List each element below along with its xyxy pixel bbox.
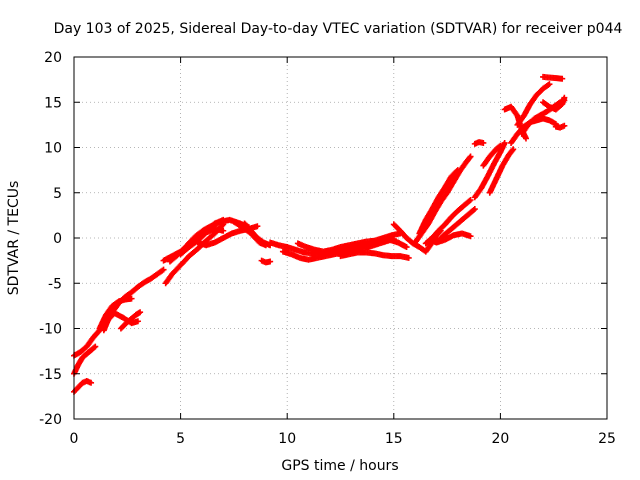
data-point: [128, 295, 135, 302]
series-arc-04: [96, 295, 135, 332]
series-arc-24: [427, 230, 474, 246]
y-tick-label: 5: [53, 186, 62, 202]
data-point: [471, 206, 478, 213]
x-tick-label: 15: [385, 431, 403, 447]
series-arc-17: [294, 230, 404, 255]
series-arc-06: [117, 309, 144, 332]
data-point: [91, 344, 98, 351]
series-arc-03: [71, 377, 95, 395]
data-point: [454, 167, 461, 174]
series-arc-30: [514, 81, 553, 128]
data-point: [220, 227, 227, 234]
data-point: [522, 135, 529, 142]
data-point: [480, 139, 487, 146]
y-tick-label: 10: [44, 141, 62, 157]
y-tick-label: 20: [44, 50, 62, 66]
data-point: [160, 266, 167, 273]
x-tick-label: 0: [70, 431, 79, 447]
series-arc-32: [518, 97, 568, 137]
series-arc-35: [552, 122, 568, 131]
series-arc-05: [100, 310, 141, 334]
series-arc-34: [540, 73, 566, 82]
data-point: [546, 81, 553, 88]
x-axis-label: GPS time / hours: [281, 458, 398, 474]
series-arc-27: [471, 139, 487, 147]
series-arc-22: [422, 196, 474, 247]
data-point: [497, 142, 504, 149]
series-arc-33: [540, 94, 568, 113]
data-point: [509, 147, 516, 154]
data-point: [453, 168, 460, 175]
data-point: [405, 254, 412, 261]
x-tick-label: 20: [491, 431, 509, 447]
series-arc-26: [486, 146, 517, 196]
series-arc-10: [160, 216, 227, 264]
data-point: [92, 343, 99, 350]
data-point: [510, 146, 517, 153]
y-tick-label: -15: [39, 367, 62, 383]
x-tick-label: 10: [278, 431, 296, 447]
series-arc-19: [390, 221, 444, 255]
data-point: [561, 94, 568, 101]
data-point: [134, 318, 141, 325]
y-tick-label: 15: [44, 95, 62, 111]
data-point: [88, 379, 95, 386]
x-tick-label: 5: [176, 431, 185, 447]
y-tick-label: -5: [48, 276, 62, 292]
series-arc-25: [471, 139, 508, 201]
series-arc-14: [258, 257, 274, 266]
data-point: [470, 206, 477, 213]
series-arc-18: [337, 249, 412, 261]
x-tick-label: 25: [598, 431, 616, 447]
data-point: [467, 153, 474, 160]
data-point: [467, 196, 474, 203]
data-point: [220, 216, 227, 223]
data-point: [467, 233, 474, 240]
data-point: [137, 309, 144, 316]
data-point: [403, 244, 410, 251]
series-arc-13: [241, 220, 274, 249]
y-axis-label: SDTVAR / TECUs: [6, 181, 22, 296]
y-tick-label: -10: [39, 322, 62, 338]
data-point: [466, 197, 473, 204]
data-point: [254, 223, 261, 230]
series-arc-16: [279, 235, 397, 263]
data-points: [71, 73, 568, 395]
data-point: [466, 154, 473, 161]
data-point: [501, 139, 508, 146]
y-tick-label: -20: [39, 412, 62, 428]
data-point: [267, 258, 274, 265]
series-arc-28: [480, 142, 504, 169]
chart-title: Day 103 of 2025, Sidereal Day-to-day VTE…: [54, 21, 623, 37]
data-point: [559, 75, 566, 82]
series-arc-21: [416, 167, 461, 237]
series-arc-23: [433, 206, 478, 246]
axis-ticks: 0 5 10 15 20 25 -20 -15 -10 -5 0 5 10 15 20: [39, 50, 616, 447]
data-point: [561, 122, 568, 129]
data-point: [496, 143, 503, 150]
y-tick-label: 0: [53, 231, 62, 247]
